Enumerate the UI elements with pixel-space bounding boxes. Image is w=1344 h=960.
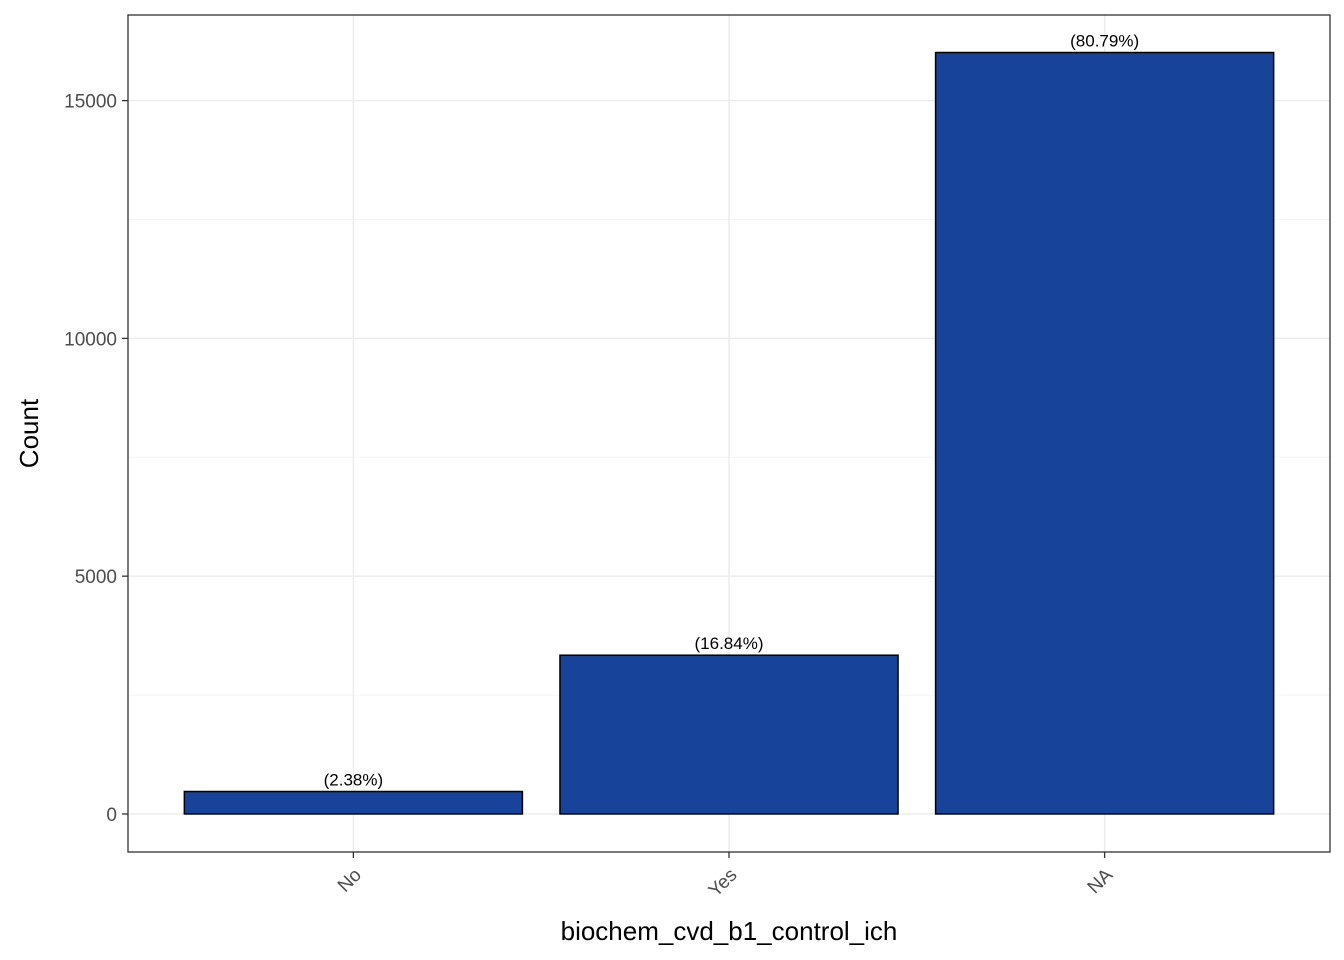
y-axis-title: Count bbox=[14, 398, 44, 468]
y-axis: 0 5000 10000 15000 bbox=[64, 92, 128, 826]
data-labels: (2.38%) (16.84%) (80.79%) bbox=[324, 32, 1140, 790]
y-tick-label: 15000 bbox=[64, 92, 117, 113]
y-tick-label: 5000 bbox=[75, 567, 117, 588]
data-label-yes: (16.84%) bbox=[695, 634, 764, 653]
x-axis-title: biochem_cvd_b1_control_ich bbox=[561, 916, 898, 946]
y-tick-label: 0 bbox=[106, 805, 117, 826]
data-label-no: (2.38%) bbox=[324, 771, 384, 790]
bar-na bbox=[934, 51, 1275, 815]
bars bbox=[183, 51, 1275, 815]
bar-no bbox=[183, 790, 524, 815]
data-label-na: (80.79%) bbox=[1070, 32, 1139, 51]
y-tick-label: 10000 bbox=[64, 329, 117, 350]
bar-yes bbox=[559, 654, 899, 815]
